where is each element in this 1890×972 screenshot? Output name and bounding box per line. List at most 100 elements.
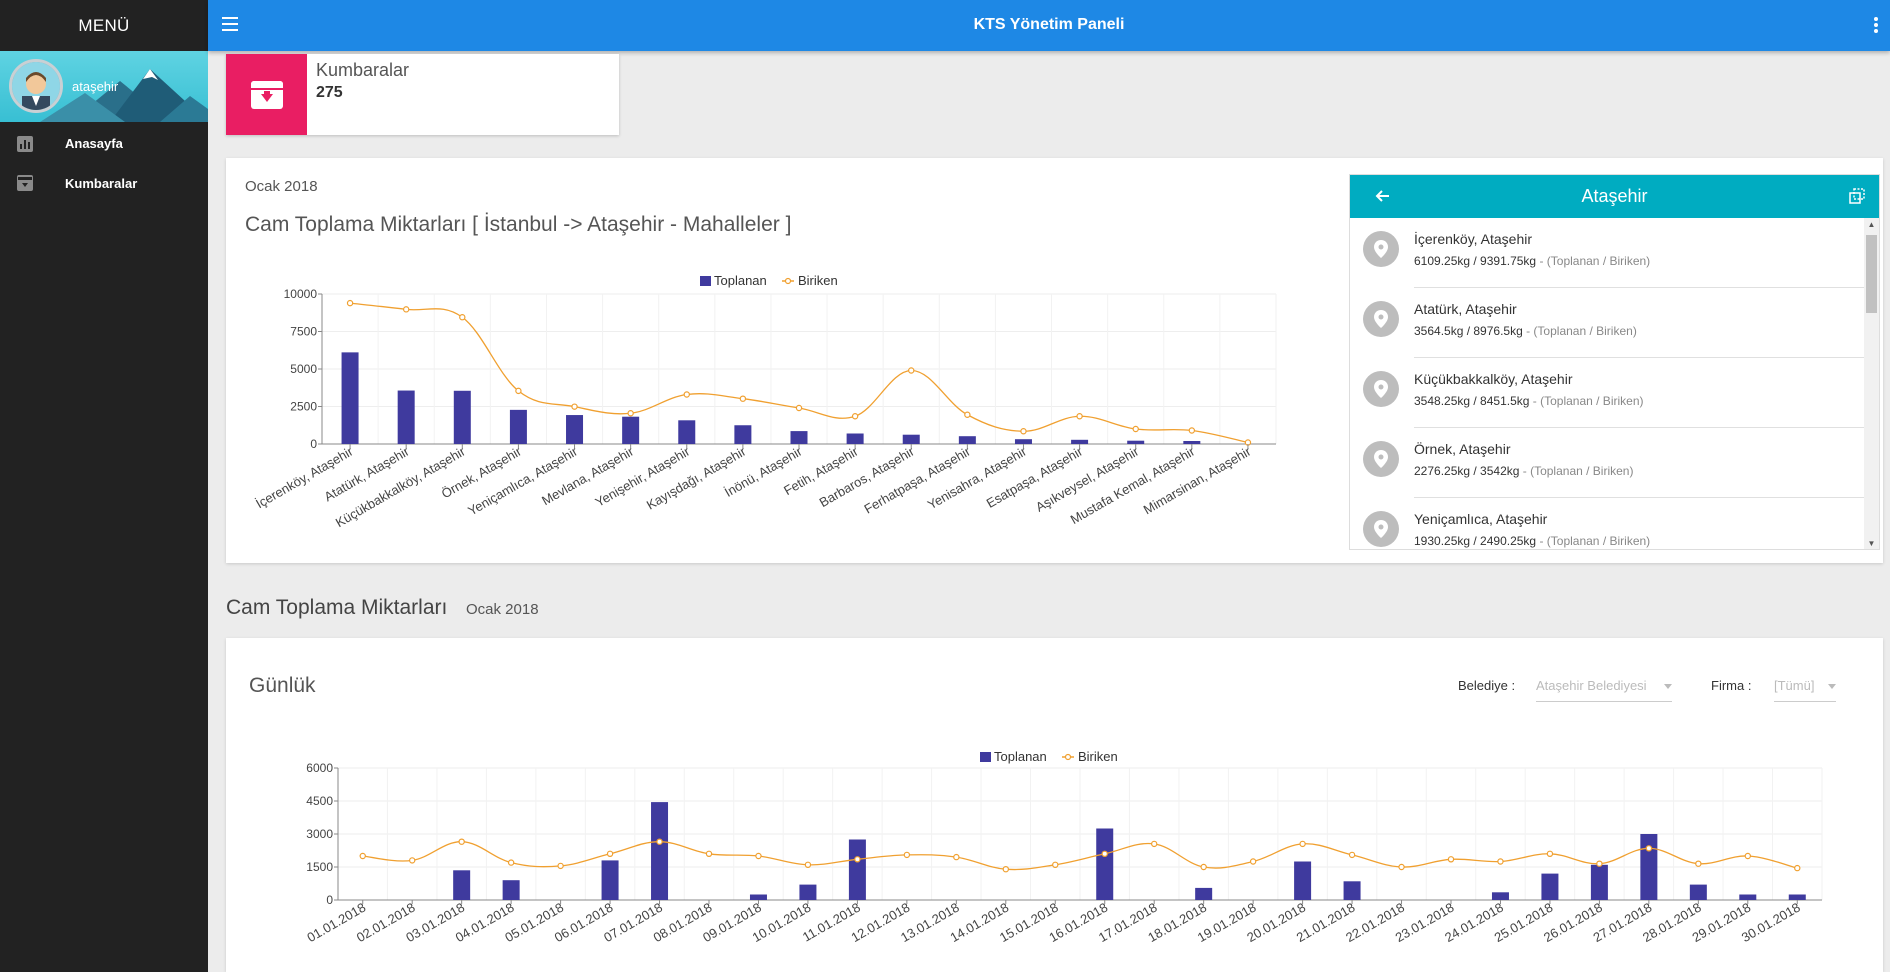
- list-item[interactable]: Küçükbakkalköy, Ataşehir 3548.25kg / 845…: [1350, 358, 1866, 428]
- profile-name: ataşehir: [72, 79, 119, 94]
- panel-header: Ataşehir: [1350, 175, 1879, 218]
- point-biriken: [1695, 860, 1702, 867]
- list-item[interactable]: Yeniçamlıca, Ataşehir 1930.25kg / 2490.2…: [1350, 498, 1866, 549]
- list-item[interactable]: İçerenköy, Ataşehir 6109.25kg / 9391.75k…: [1350, 218, 1866, 288]
- point-biriken: [459, 314, 466, 321]
- y-tick-label: 6000: [306, 761, 333, 775]
- list-item[interactable]: Atatürk, Ataşehir 3564.5kg / 8976.5kg - …: [1350, 288, 1866, 358]
- bar-toplanan: [397, 390, 415, 444]
- point-biriken: [1132, 425, 1139, 433]
- point-biriken: [402, 306, 410, 313]
- bar-toplanan: [651, 802, 669, 900]
- point-biriken: [1299, 840, 1306, 848]
- card-subtitle: Ocak 2018: [245, 178, 318, 195]
- list-item-suffix: - (Toplanan / Biriken): [1529, 394, 1644, 408]
- point-biriken: [1188, 427, 1196, 434]
- municipality-select[interactable]: Ataşehir Belediyesi: [1536, 678, 1672, 702]
- scroll-thumb[interactable]: [1866, 235, 1877, 313]
- sidebar: MENÜ ataşehir Anasayfa Ku: [0, 0, 208, 972]
- list-item[interactable]: Örnek, Ataşehir 2276.25kg / 3542kg - (To…: [1350, 428, 1866, 498]
- list-item-value: 3548.25kg / 8451.5kg: [1414, 394, 1530, 408]
- expand-icon[interactable]: [1849, 188, 1865, 204]
- y-tick-label: 0: [326, 893, 333, 907]
- y-tick-label: 5000: [290, 362, 317, 376]
- company-select-value: [Tümü]: [1774, 678, 1815, 693]
- filter-label-belediye: Belediye :: [1458, 678, 1516, 693]
- more-options-icon[interactable]: [1874, 17, 1878, 33]
- scroll-up-arrow-icon[interactable]: ▲: [1867, 220, 1876, 229]
- point-biriken: [854, 856, 861, 863]
- chevron-down-icon: [1664, 684, 1672, 689]
- bar-toplanan: [1071, 439, 1089, 444]
- list-item-suffix: - (Toplanan / Biriken): [1519, 464, 1634, 478]
- point-biriken: [1546, 850, 1554, 858]
- bar-toplanan: [1491, 892, 1509, 900]
- x-tick-label: Yenişehir, Ataşehir: [593, 443, 693, 510]
- bar-toplanan: [799, 884, 817, 900]
- bar-toplanan: [958, 436, 976, 444]
- bar-toplanan: [453, 390, 471, 444]
- point-biriken: [705, 850, 713, 858]
- back-arrow-icon[interactable]: [1374, 188, 1390, 204]
- legend-swatch-toplanan: [980, 752, 991, 762]
- hamburger-menu-icon[interactable]: [222, 17, 238, 31]
- bar-chart-icon: [17, 135, 33, 152]
- legend-marker-biriken: [784, 277, 792, 285]
- y-tick-label: 1500: [306, 860, 333, 874]
- bar-toplanan: [1127, 440, 1145, 444]
- point-biriken: [953, 853, 960, 861]
- point-biriken: [1447, 856, 1455, 863]
- point-biriken: [507, 859, 515, 866]
- stat-card-kumbaralar[interactable]: Kumbaralar 275: [226, 54, 619, 135]
- point-biriken: [1076, 413, 1083, 420]
- bar-toplanan: [749, 894, 767, 900]
- legend-label-biriken: Biriken: [798, 273, 838, 288]
- location-pin-icon: [1363, 371, 1399, 407]
- bar-toplanan: [453, 870, 471, 900]
- point-biriken: [346, 299, 354, 307]
- line-biriken: [362, 841, 1798, 871]
- point-biriken: [1052, 861, 1059, 869]
- bar-toplanan: [341, 352, 359, 444]
- y-tick-label: 7500: [290, 325, 317, 339]
- list-item-name: Atatürk, Ataşehir: [1414, 301, 1517, 317]
- panel-scrollbar[interactable]: ▲ ▼: [1864, 218, 1879, 549]
- card-title: Günlük: [249, 674, 316, 697]
- point-biriken: [606, 850, 614, 858]
- list-item-name: Yeniçamlıca, Ataşehir: [1414, 511, 1548, 527]
- list-item-value: 6109.25kg / 9391.75kg: [1414, 254, 1537, 268]
- sidebar-item-kumbaralar[interactable]: Kumbaralar: [0, 165, 208, 201]
- bar-toplanan: [1096, 828, 1114, 900]
- point-biriken: [656, 838, 663, 845]
- point-biriken: [627, 410, 634, 417]
- bar-toplanan: [1788, 894, 1806, 900]
- scroll-down-arrow-icon[interactable]: ▼: [1867, 539, 1876, 548]
- point-biriken: [1497, 858, 1504, 865]
- list-item-name: Küçükbakkalköy, Ataşehir: [1414, 371, 1573, 387]
- company-select[interactable]: [Tümü]: [1774, 678, 1836, 702]
- bar-toplanan: [509, 409, 527, 444]
- avatar[interactable]: [9, 59, 63, 113]
- point-biriken: [1151, 840, 1158, 848]
- sidebar-item-anasayfa[interactable]: Anasayfa: [0, 122, 208, 165]
- bar-toplanan: [1541, 873, 1559, 900]
- chevron-down-icon: [1828, 684, 1836, 689]
- sidebar-item-label: Anasayfa: [65, 136, 123, 151]
- profile-banner: ataşehir: [0, 51, 208, 122]
- point-biriken: [557, 862, 564, 870]
- bar-toplanan: [734, 425, 752, 444]
- bar-toplanan: [1590, 864, 1608, 900]
- point-biriken: [1020, 428, 1027, 435]
- bar-toplanan: [790, 431, 808, 444]
- daily-chart-card: Günlük Belediye : Ataşehir Belediyesi Fi…: [226, 638, 1883, 972]
- legend-label-toplanan: Toplanan: [994, 749, 1047, 764]
- location-pin-icon: [1363, 441, 1399, 477]
- bar-toplanan: [1294, 861, 1312, 900]
- location-pin-icon: [1363, 511, 1399, 547]
- legend-marker-biriken: [1064, 753, 1072, 761]
- bar-toplanan: [902, 434, 920, 444]
- bar-toplanan: [1014, 439, 1032, 444]
- filter-label-firma: Firma :: [1711, 678, 1752, 693]
- panel-title: Ataşehir: [1581, 186, 1648, 206]
- municipality-select-value: Ataşehir Belediyesi: [1536, 678, 1647, 693]
